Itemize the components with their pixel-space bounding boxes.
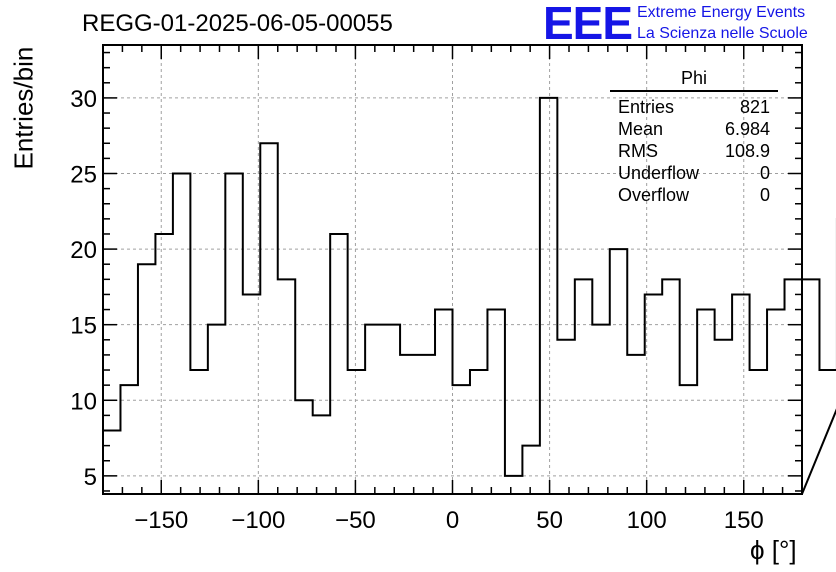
- y-tick-label: 5: [84, 464, 97, 491]
- y-tick-label: 25: [70, 162, 97, 189]
- histogram-bin: [767, 310, 784, 494]
- histogram-bin: [592, 325, 609, 494]
- histogram-bin: [173, 174, 190, 494]
- histogram-bin: [645, 294, 662, 494]
- stats-title: Phi: [610, 68, 778, 92]
- stats-value: 108.9: [724, 141, 770, 161]
- histogram-bin: [557, 340, 574, 494]
- stats-label: Mean: [618, 119, 664, 139]
- stats-value: 6.984: [724, 119, 770, 139]
- stats-box: Phi Entries 821 Mean 6.984 RMS 108.9 Und…: [610, 68, 778, 206]
- x-axis-label: ϕ [°]: [750, 535, 797, 565]
- eee-logo-mark: EEE: [543, 0, 633, 49]
- logo-text-line2: La Scienza nelle Scuole: [637, 25, 808, 42]
- x-tick-label: 100: [627, 507, 667, 534]
- x-tick-label: −100: [231, 507, 285, 534]
- histogram-bin: [522, 446, 539, 494]
- histogram-bin: [365, 325, 382, 494]
- histogram-bin: [243, 294, 260, 494]
- histogram-bin: [418, 355, 435, 494]
- histogram-bin: [278, 279, 295, 494]
- histogram-bin: [208, 325, 225, 494]
- histogram-bin: [785, 279, 802, 494]
- histogram-bin: [715, 340, 732, 494]
- x-tick-label: 50: [536, 507, 563, 534]
- histogram-bin: [732, 294, 749, 494]
- tick-labels: −150 −100 −50 0 50 100 150 5 10 15 20 25 30: [70, 86, 763, 534]
- histogram-bin: [575, 279, 592, 494]
- histogram-series: [102, 96, 836, 495]
- stats-row-overflow: Overflow 0: [610, 184, 778, 206]
- stats-value: 821: [739, 97, 770, 117]
- histogram-bin: [225, 174, 242, 494]
- histogram-bin: [295, 400, 312, 494]
- y-tick-label: 20: [70, 237, 97, 264]
- histogram-bin: [155, 234, 172, 494]
- x-tick-label: −50: [335, 507, 376, 534]
- histogram-bin: [487, 310, 504, 494]
- stats-row-underflow: Underflow 0: [610, 162, 778, 184]
- histogram-bin: [348, 370, 365, 494]
- stats-row-entries: Entries 821: [610, 96, 778, 118]
- histogram-bin: [313, 415, 330, 494]
- y-tick-label: 15: [70, 313, 97, 340]
- stats-label: Entries: [618, 97, 675, 117]
- histogram-bin: [103, 431, 120, 494]
- histogram-bin: [330, 234, 347, 494]
- logo-text-line1: Extreme Energy Events: [637, 4, 806, 21]
- stats-label: Underflow: [618, 163, 700, 183]
- y-tick-label: 30: [70, 86, 97, 113]
- histogram-bin: [260, 143, 277, 494]
- stats-row-mean: Mean 6.984: [610, 118, 778, 140]
- stats-label: Overflow: [618, 185, 690, 205]
- histogram-bin: [680, 385, 697, 494]
- x-tick-label: −150: [134, 507, 188, 534]
- histogram-bin: [400, 355, 417, 494]
- x-tick-label: 150: [724, 507, 764, 534]
- histogram-bin: [138, 264, 155, 494]
- x-tick-label: 0: [446, 507, 459, 534]
- stats-value: 0: [759, 185, 770, 205]
- histogram-bin: [470, 370, 487, 494]
- axis-ticks: [102, 45, 803, 494]
- chart-title: REGG-01-2025-06-05-00055: [82, 10, 393, 37]
- histogram-bin: [610, 249, 627, 494]
- y-tick-label: 10: [70, 388, 97, 415]
- grid-lines: [103, 45, 802, 494]
- histogram-bin: [697, 310, 714, 494]
- stats-label: RMS: [618, 141, 658, 161]
- stats-value: 0: [759, 163, 770, 183]
- histogram-bin: [662, 279, 679, 494]
- histogram-bin: [190, 370, 207, 494]
- histogram-outline: [102, 96, 836, 495]
- histogram-bin: [802, 279, 819, 494]
- y-axis-label: Entries/bin: [8, 46, 39, 170]
- histogram-bin: [120, 385, 137, 494]
- histogram-bin: [505, 476, 522, 494]
- histogram-bin: [383, 325, 400, 494]
- histogram-bin: [453, 385, 470, 494]
- stats-row-rms: RMS 108.9: [610, 140, 778, 162]
- histogram-bin: [540, 98, 557, 494]
- histogram-bin: [627, 355, 644, 494]
- histogram-bin: [750, 370, 767, 494]
- histogram-bin: [435, 310, 452, 494]
